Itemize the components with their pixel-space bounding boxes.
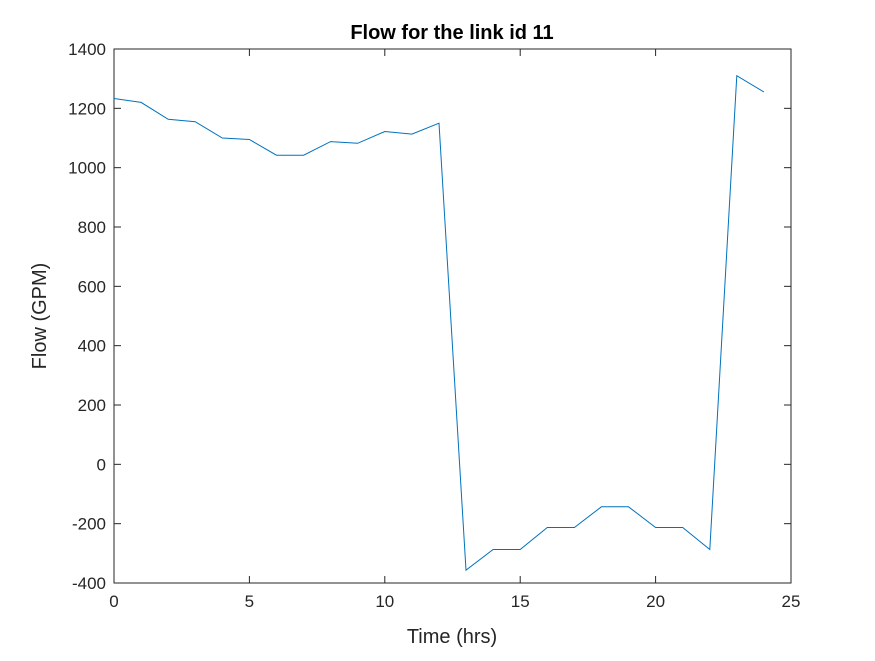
- y-tick-label: 600: [78, 277, 106, 296]
- chart-title: Flow for the link id 11: [350, 22, 553, 44]
- y-tick-label: 0: [97, 455, 106, 474]
- plot-area: 0 5 10 15 20 25 -400 -200 0 200 400 600 800 1000 1200…: [68, 40, 800, 611]
- y-tick-label: 1200: [68, 99, 106, 118]
- x-tick-label: 20: [646, 592, 665, 611]
- x-tick-label: 5: [245, 592, 254, 611]
- axes-box: [114, 49, 791, 583]
- y-tick-label: -200: [72, 515, 106, 534]
- y-tick-label: 1400: [68, 40, 106, 59]
- y-axis-label: Flow (GPM): [29, 263, 51, 370]
- x-tick-label: 15: [511, 592, 530, 611]
- y-tick-label: 1000: [68, 159, 106, 178]
- y-tick-label: 400: [78, 337, 106, 356]
- x-tick-label: 25: [782, 592, 801, 611]
- y-tick-label: -400: [72, 574, 106, 593]
- x-tick-label: 10: [375, 592, 394, 611]
- x-tick-label: 0: [109, 592, 118, 611]
- y-tick-label: 200: [78, 396, 106, 415]
- y-tick-label: 800: [78, 218, 106, 237]
- x-axis-label: Time (hrs): [407, 626, 497, 648]
